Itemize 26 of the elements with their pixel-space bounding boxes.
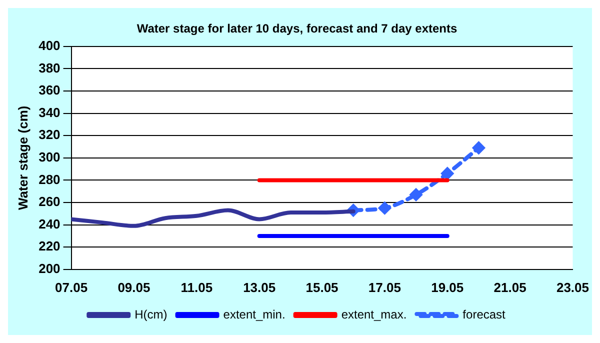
y-tick-label: 220 xyxy=(38,238,60,254)
y-tick-label: 360 xyxy=(38,82,60,98)
chart-title: Water stage for later 10 days, forecast and 7 day extents xyxy=(136,22,458,36)
x-tick-label: 19.05 xyxy=(431,280,464,295)
x-tick-label: 09.05 xyxy=(118,280,150,295)
y-tick-label: 300 xyxy=(38,149,60,164)
x-tick-label: 13.05 xyxy=(243,280,276,295)
x-tick-label: 15.05 xyxy=(306,280,338,295)
legend-label: forecast xyxy=(462,307,506,322)
x-tick-label: 23.05 xyxy=(556,280,590,295)
y-tick-label: 400 xyxy=(38,38,60,53)
x-tick-label: 07.05 xyxy=(55,280,88,295)
y-axis-title: Water stage (cm) xyxy=(15,106,30,210)
x-tick-label: 11.05 xyxy=(180,280,213,295)
y-tick-label: 200 xyxy=(38,260,60,276)
y-tick-label: 320 xyxy=(38,127,60,142)
y-tick-label: 260 xyxy=(38,194,60,210)
y-tick-label: 340 xyxy=(38,104,60,120)
y-tick-label: 240 xyxy=(38,216,60,232)
x-tick-label: 21.05 xyxy=(494,280,526,295)
y-tick-label: 380 xyxy=(38,60,60,76)
legend-label: extent_min. xyxy=(223,307,286,322)
x-tick-label: 17.05 xyxy=(368,280,401,295)
legend-label: H(cm) xyxy=(134,307,168,322)
legend-label: extent_max. xyxy=(341,307,407,322)
y-tick-label: 280 xyxy=(38,172,60,187)
